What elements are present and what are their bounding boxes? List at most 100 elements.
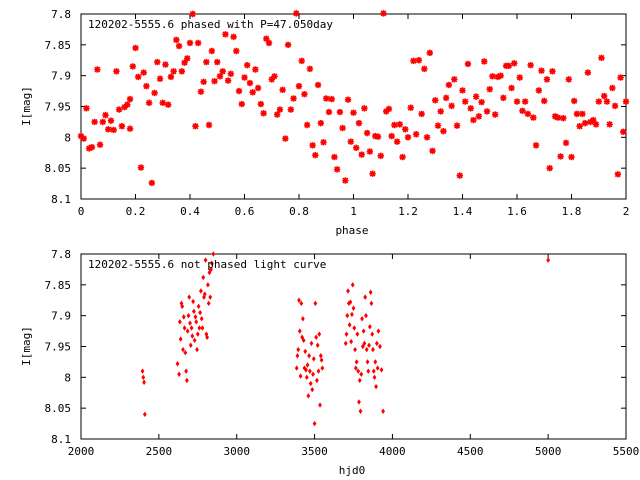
- data-point: [304, 374, 309, 381]
- data-point: [354, 359, 359, 365]
- data-point: [233, 47, 240, 55]
- data-point: [478, 98, 485, 106]
- data-point: [290, 95, 297, 102]
- data-point: [372, 374, 377, 381]
- data-point: [565, 76, 572, 83]
- data-point: [284, 41, 292, 49]
- data-point: [494, 73, 502, 81]
- data-point: [362, 340, 367, 347]
- data-point: [244, 61, 251, 69]
- data-point: [371, 368, 376, 374]
- y-tick-label: 7.85: [45, 39, 72, 52]
- y-tick-label: 7.95: [45, 101, 72, 114]
- data-point: [276, 106, 284, 113]
- data-point: [252, 66, 259, 73]
- data-point: [137, 164, 145, 171]
- y-tick-label: 8.1: [51, 193, 71, 206]
- data-point: [200, 325, 205, 331]
- data-point: [230, 33, 237, 41]
- data-point: [177, 371, 182, 377]
- data-point: [194, 39, 202, 47]
- data-point: [339, 124, 346, 132]
- data-point: [142, 411, 147, 418]
- data-point: [219, 68, 226, 75]
- data-point: [549, 68, 556, 75]
- data-point: [224, 77, 232, 84]
- data-point: [249, 89, 256, 96]
- data-point: [296, 346, 301, 353]
- data-point: [521, 98, 529, 105]
- y-tick-label: 8.05: [45, 162, 72, 175]
- data-point: [355, 331, 360, 337]
- x-tick-label: 3000: [223, 445, 250, 458]
- data-point: [576, 123, 583, 130]
- data-point: [190, 333, 195, 339]
- x-tick-label: 1.2: [398, 205, 418, 218]
- data-point: [568, 153, 575, 161]
- data-point: [260, 110, 267, 117]
- data-point: [113, 68, 120, 75]
- data-point: [353, 144, 360, 152]
- data-point: [369, 300, 374, 307]
- data-point: [440, 127, 447, 135]
- data-point: [366, 368, 371, 374]
- data-point: [532, 142, 540, 149]
- data-point: [470, 116, 477, 124]
- data-point: [363, 294, 368, 300]
- x-tick-label: 3500: [301, 445, 328, 458]
- data-point: [80, 135, 87, 142]
- data-point: [363, 129, 371, 137]
- data-point: [546, 164, 553, 172]
- x-tick-label: 1: [350, 205, 357, 218]
- data-point: [350, 282, 355, 288]
- data-point: [135, 73, 142, 81]
- data-point: [143, 82, 150, 90]
- data-point: [421, 65, 428, 73]
- x-tick-label: 5000: [535, 445, 562, 458]
- data-point: [595, 98, 602, 105]
- data-point: [246, 79, 254, 87]
- data-point: [546, 257, 551, 263]
- data-point: [208, 294, 213, 300]
- data-point: [196, 303, 201, 310]
- y-tick-label: 7.95: [45, 341, 72, 354]
- x-tick-label: 4500: [457, 445, 484, 458]
- data-point: [271, 73, 278, 80]
- x-axis-label: hjd0: [339, 464, 366, 477]
- data-point: [472, 93, 480, 100]
- data-point: [180, 303, 185, 310]
- data-point: [85, 145, 93, 152]
- data-point: [151, 89, 158, 97]
- data-point: [611, 102, 619, 110]
- data-point: [110, 126, 117, 134]
- data-point: [107, 117, 115, 124]
- data-point: [538, 67, 545, 74]
- data-point: [462, 98, 469, 105]
- data-point: [312, 152, 319, 159]
- data-point: [530, 114, 537, 121]
- data-point: [227, 70, 235, 78]
- data-point: [357, 399, 361, 405]
- data-point: [188, 320, 192, 326]
- data-point: [524, 110, 532, 118]
- data-point: [162, 61, 169, 68]
- data-point: [182, 325, 187, 331]
- y-tick-label: 8: [64, 371, 71, 384]
- data-point: [303, 348, 308, 355]
- data-point: [344, 331, 349, 337]
- data-point: [129, 63, 136, 70]
- data-point: [426, 49, 433, 57]
- data-point: [282, 135, 289, 142]
- y-tick-label: 8.05: [45, 402, 72, 415]
- data-point: [581, 119, 589, 127]
- data-point: [325, 108, 333, 116]
- data-point: [310, 386, 315, 393]
- data-point: [497, 72, 504, 79]
- data-point: [551, 113, 559, 120]
- x-tick-label: 0.2: [126, 205, 146, 218]
- data-point: [140, 69, 147, 76]
- data-point: [323, 95, 330, 102]
- data-point: [349, 338, 354, 345]
- data-point: [306, 393, 311, 399]
- data-point: [513, 98, 521, 105]
